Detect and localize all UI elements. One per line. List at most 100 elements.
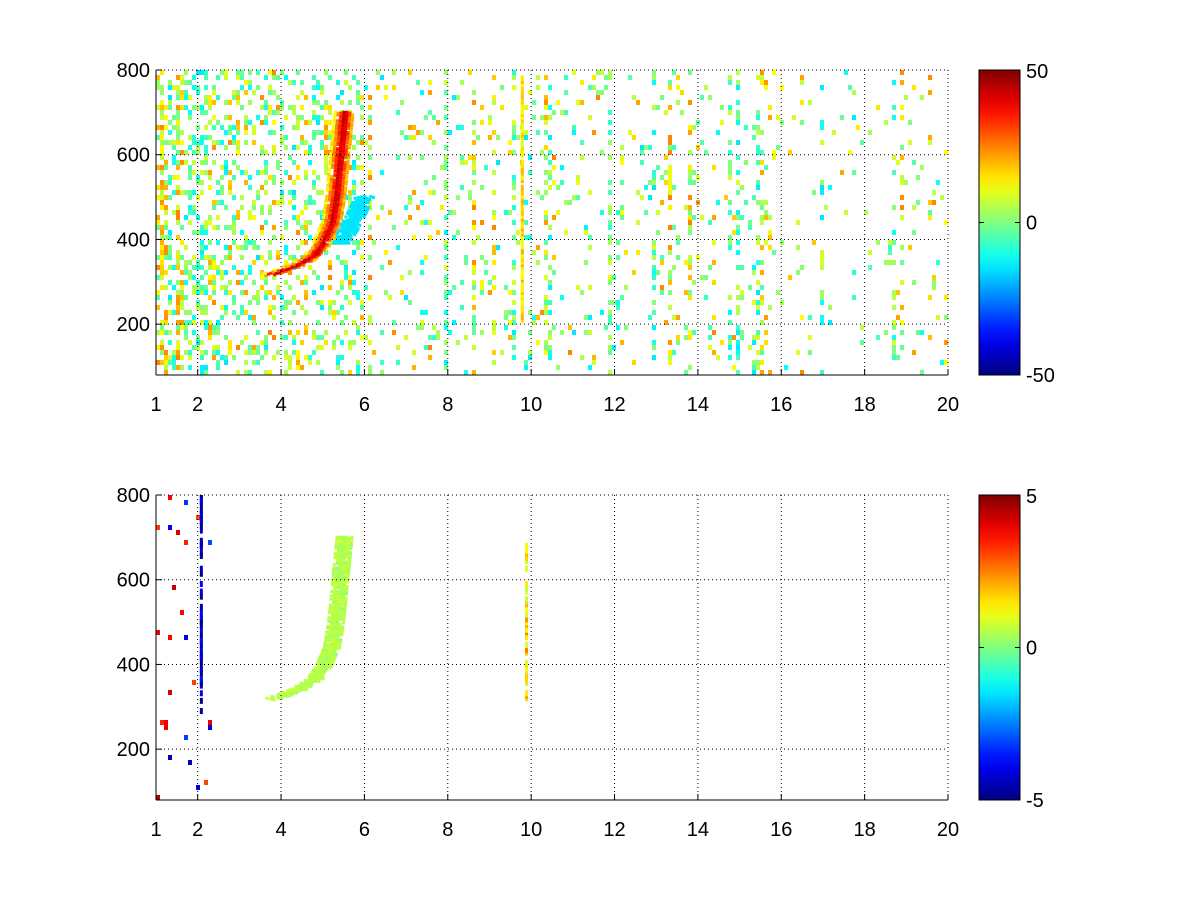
heatmap-cell — [160, 115, 164, 120]
heatmap-cell — [336, 239, 340, 243]
heatmap-cell — [452, 210, 456, 215]
heatmap-cell — [364, 210, 368, 214]
heatmap-cell — [652, 265, 656, 270]
heatmap-cell — [304, 140, 308, 145]
heatmap-cell — [240, 270, 244, 275]
heatmap-cell — [728, 345, 732, 350]
heatmap-cell — [360, 135, 364, 140]
heatmap-cell — [608, 350, 612, 355]
heatmap-cell — [318, 226, 322, 230]
heatmap-cell — [736, 70, 740, 75]
heatmap-cell — [344, 540, 348, 544]
heatmap-cell — [528, 350, 532, 355]
heatmap-cell — [342, 583, 346, 587]
heatmap-cell — [760, 345, 764, 350]
heatmap-cell — [331, 187, 335, 191]
heatmap-cell — [716, 200, 720, 205]
heatmap-cell — [620, 210, 624, 215]
heatmap-cell — [342, 621, 346, 625]
heatmap-cell — [340, 280, 344, 285]
heatmap-cell — [340, 260, 344, 265]
heatmap-cell — [343, 196, 347, 200]
heatmap-cell — [236, 345, 240, 350]
heatmap-cell — [188, 170, 192, 175]
heatmap-cell — [339, 170, 343, 174]
heatmap-cell — [472, 305, 476, 310]
heatmap-cell — [188, 195, 192, 200]
heatmap-cell — [644, 185, 648, 190]
heatmap-cell — [920, 95, 924, 100]
heatmap-cell — [333, 172, 337, 176]
heatmap-cell — [327, 639, 331, 643]
heatmap-cell — [168, 80, 172, 85]
heatmap-cell — [524, 235, 528, 240]
heatmap-cell — [308, 195, 312, 200]
heatmap-cell — [331, 610, 335, 614]
heatmap-cell — [808, 350, 812, 355]
heatmap-cell — [828, 185, 832, 190]
heatmap-cell — [180, 325, 184, 330]
heatmap-cell — [351, 225, 355, 229]
heatmap-cell — [172, 140, 176, 145]
heatmap-cell — [472, 315, 476, 320]
heatmap-cell — [160, 240, 164, 245]
heatmap-cell — [332, 562, 336, 566]
heatmap-cell — [192, 85, 196, 90]
heatmap-cell — [544, 145, 548, 150]
heatmap-cell — [334, 133, 338, 137]
heatmap-cell — [432, 175, 436, 180]
heatmap-cell — [332, 345, 336, 350]
heatmap-cell — [600, 210, 604, 215]
heatmap-cell — [528, 330, 532, 335]
heatmap-cell — [900, 80, 904, 85]
heatmap-cell — [544, 210, 548, 215]
heatmap-cell — [176, 110, 180, 115]
heatmap-cell — [244, 360, 248, 365]
heatmap-cell — [212, 125, 216, 130]
heatmap-cell — [343, 575, 347, 579]
heatmap-cell — [760, 80, 764, 85]
heatmap-cell — [940, 360, 944, 365]
x-tick-label: 12 — [603, 819, 625, 841]
heatmap-cell — [248, 210, 252, 215]
heatmap-cell — [319, 231, 323, 235]
heatmap-cell — [708, 335, 712, 340]
heatmap-cell — [368, 95, 372, 100]
heatmap-cell — [692, 280, 696, 285]
heatmap-cell — [300, 135, 304, 140]
heatmap-cell — [220, 285, 224, 290]
heatmap-cell — [180, 240, 184, 245]
heatmap-cell — [900, 205, 904, 210]
heatmap-cell — [196, 345, 200, 350]
heatmap-cell — [292, 335, 296, 340]
heatmap-cell — [600, 310, 604, 315]
heatmap-cell — [168, 690, 172, 695]
heatmap-cell — [199, 662, 203, 669]
heatmap-cell — [620, 145, 624, 150]
heatmap-cell — [338, 119, 342, 123]
heatmap-cell — [888, 260, 892, 265]
heatmap-cell — [344, 155, 348, 159]
heatmap-cell — [345, 584, 349, 588]
heatmap-cell — [324, 150, 328, 155]
heatmap-cell — [760, 205, 764, 210]
heatmap-cell — [232, 230, 236, 235]
heatmap-cell — [892, 345, 896, 350]
heatmap-cell — [504, 210, 508, 215]
heatmap-cell — [216, 140, 220, 145]
heatmap-cell — [200, 265, 204, 270]
heatmap-cell — [472, 155, 476, 160]
heatmap-cell — [820, 250, 824, 255]
heatmap-cell — [172, 285, 176, 290]
heatmap-cell — [444, 255, 448, 260]
heatmap-cell — [212, 100, 216, 105]
heatmap-cell — [868, 250, 872, 255]
heatmap-cell — [330, 590, 334, 594]
heatmap-cell — [160, 195, 164, 200]
heatmap-cell — [544, 305, 548, 310]
heatmap-cell — [323, 220, 327, 224]
heatmap-cell — [460, 160, 464, 165]
heatmap-cell — [196, 90, 200, 95]
heatmap-cell — [892, 335, 896, 340]
heatmap-cell — [172, 175, 176, 180]
